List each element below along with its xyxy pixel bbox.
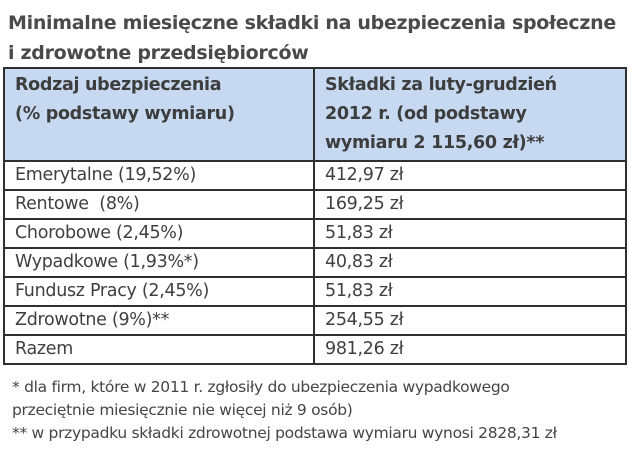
- header-contribution-amount: Składki za luty-grudzień 2012 r. (od pod…: [313, 67, 627, 162]
- table-row: Rentowe (8%) 169,25 zł: [3, 189, 627, 220]
- cell-amount: 51,83 zł: [313, 276, 627, 307]
- footnotes: * dla firm, które w 2011 r. zgłosiły do …: [12, 376, 557, 445]
- cell-amount: 412,97 zł: [313, 160, 627, 191]
- table-row: Chorobowe (2,45%) 51,83 zł: [3, 218, 627, 249]
- table-header-row: Rodzaj ubezpieczenia (% podstawy wymiaru…: [3, 67, 627, 162]
- title-line-2: i zdrowotne przedsiębiorców: [8, 42, 309, 64]
- table-row: Wypadkowe (1,93%*) 40,83 zł: [3, 247, 627, 278]
- cell-amount: 40,83 zł: [313, 247, 627, 278]
- cell-type: Razem: [3, 334, 315, 365]
- cell-amount: 169,25 zł: [313, 189, 627, 220]
- table-row-total: Razem 981,26 zł: [3, 334, 627, 365]
- cell-type: Emerytalne (19,52%): [3, 160, 315, 191]
- contributions-table: Rodzaj ubezpieczenia (% podstawy wymiaru…: [3, 67, 627, 365]
- cell-amount: 981,26 zł: [313, 334, 627, 365]
- table-row: Fundusz Pracy (2,45%) 51,83 zł: [3, 276, 627, 307]
- page-title: Minimalne miesięczne składki na ubezpiec…: [8, 8, 616, 68]
- cell-type: Fundusz Pracy (2,45%): [3, 276, 315, 307]
- cell-amount: 51,83 zł: [313, 218, 627, 249]
- cell-type: Chorobowe (2,45%): [3, 218, 315, 249]
- cell-type: Wypadkowe (1,93%*): [3, 247, 315, 278]
- table-row: Zdrowotne (9%)** 254,55 zł: [3, 305, 627, 336]
- footnote-1-line-2: przeciętnie miesięcznie nie więcej niż 9…: [12, 401, 353, 419]
- table-row: Emerytalne (19,52%) 412,97 zł: [3, 160, 627, 191]
- title-line-1: Minimalne miesięczne składki na ubezpiec…: [8, 12, 616, 34]
- cell-type: Rentowe (8%): [3, 189, 315, 220]
- header-insurance-type: Rodzaj ubezpieczenia (% podstawy wymiaru…: [3, 67, 315, 162]
- cell-amount: 254,55 zł: [313, 305, 627, 336]
- footnote-2: ** w przypadku składki zdrowotnej podsta…: [12, 424, 557, 442]
- cell-type: Zdrowotne (9%)**: [3, 305, 315, 336]
- footnote-1-line-1: * dla firm, które w 2011 r. zgłosiły do …: [12, 378, 510, 396]
